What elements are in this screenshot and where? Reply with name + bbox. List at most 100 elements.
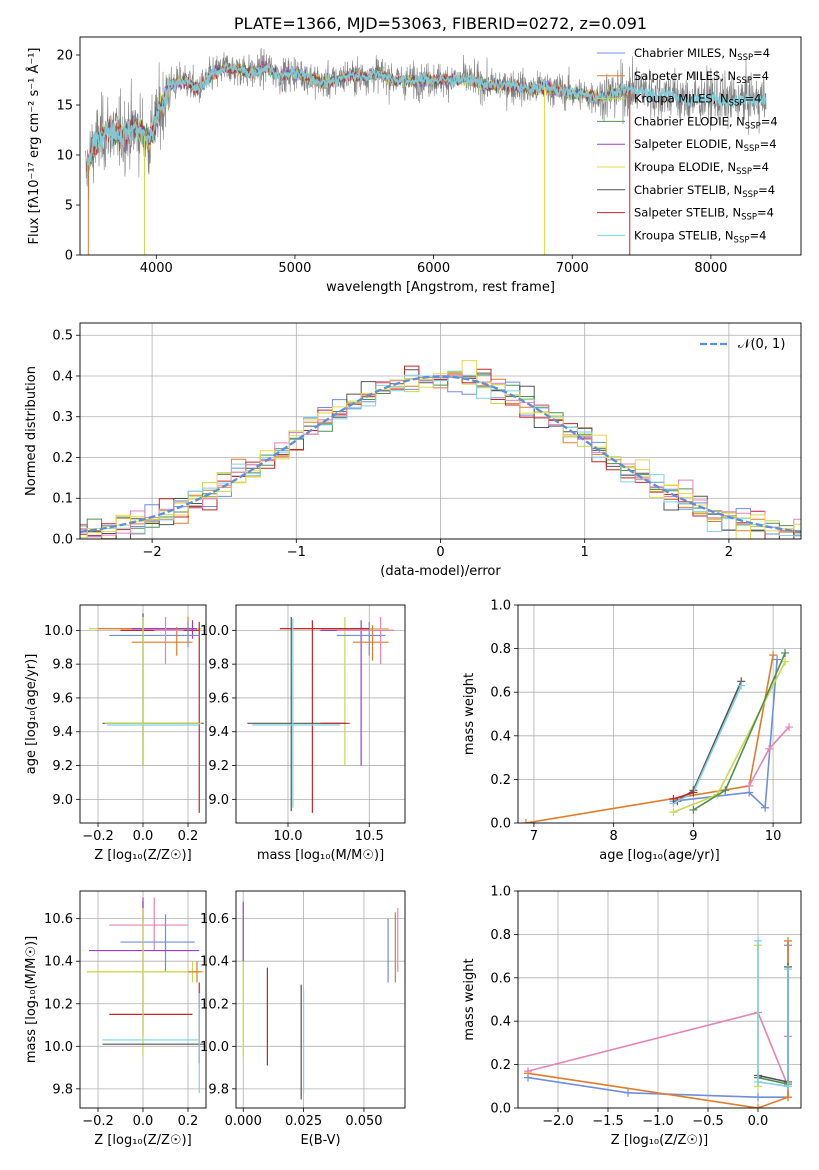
weight-point xyxy=(784,936,792,945)
x-tick-label: 0.025 xyxy=(285,1114,322,1129)
panel-age-z: −0.2 0.0 0.2 9.0 9.2 9.4 9.6 9.8 10.0 Z [log₁₀(Z/… xyxy=(24,604,207,863)
legend-entry: Chabrier STELIB, NSSP=4 xyxy=(634,183,775,200)
x-tick-label: −1 xyxy=(287,545,306,560)
weight-point xyxy=(784,1093,792,1102)
plot-area xyxy=(524,936,792,1108)
weight-point xyxy=(773,655,782,664)
y-tick-label: 9.8 xyxy=(52,658,73,673)
legend-entry: Salpeter MILES, NSSP=4 xyxy=(634,69,769,86)
plot-frame xyxy=(79,36,802,256)
histogram-1 xyxy=(80,374,801,539)
x-tick-label: 1 xyxy=(581,545,589,560)
panel-mass-ebv: 0.000 0.025 0.050 9.8 10.0 10.2 10.4 10.6 E(B-V) xyxy=(200,890,406,1148)
y-tick-label: 0.8 xyxy=(490,928,511,943)
weight-point xyxy=(785,723,794,732)
weight-point xyxy=(521,819,530,823)
x-tick-label: 0.000 xyxy=(225,1114,262,1129)
weight-point xyxy=(754,1077,762,1086)
y-tick-label: 5 xyxy=(65,199,73,214)
weight-series-5 xyxy=(676,680,742,802)
y-axis-label: mass [log₁₀(M/M☉)] xyxy=(24,936,39,1063)
plot-area xyxy=(85,47,767,255)
chart-title: PLATE=1366, MJD=53063, FIBERID=0272, z=0… xyxy=(234,14,647,33)
y-tick-label: 0.0 xyxy=(52,533,73,548)
x-tick-label: 0 xyxy=(436,545,444,560)
x-axis-label: age [log₁₀(age/yr)] xyxy=(599,848,720,863)
y-tick-label: 0.4 xyxy=(490,1015,511,1030)
weight-point xyxy=(784,965,792,974)
model-line-8 xyxy=(86,62,767,176)
weight-point xyxy=(745,781,754,790)
legend-entry: Salpeter ELODIE, NSSP=4 xyxy=(634,137,777,154)
histogram-7 xyxy=(80,374,801,538)
plot-frame xyxy=(79,604,207,824)
y-tick-label: 10.0 xyxy=(200,624,229,639)
y-tick-label: 10.2 xyxy=(44,997,73,1012)
weight-point xyxy=(524,1067,532,1076)
x-tick-label: 4000 xyxy=(140,261,173,276)
histogram-3 xyxy=(80,374,801,539)
histogram-5 xyxy=(80,365,801,539)
y-tick-label: 9.6 xyxy=(208,691,229,706)
x-tick-label: −2 xyxy=(143,545,162,560)
plot-area xyxy=(86,897,204,1094)
weight-point xyxy=(669,808,678,817)
x-tick-label: 0.050 xyxy=(345,1114,382,1129)
y-axis-label: age [log₁₀(age/yr)] xyxy=(24,654,39,775)
gridlines xyxy=(236,891,405,1108)
x-axis-label: wavelength [Angstrom, rest frame] xyxy=(326,280,555,295)
weight-point xyxy=(689,805,698,814)
y-tick-label: 10.2 xyxy=(200,997,229,1012)
weight-point xyxy=(784,1082,792,1091)
y-tick-label: 10.6 xyxy=(200,912,229,927)
weight-point xyxy=(781,648,790,657)
legend-entry: Kroupa STELIB, NSSP=4 xyxy=(634,228,766,245)
weight-point xyxy=(781,657,790,666)
x-tick-label: −2.0 xyxy=(542,1114,574,1129)
weight-point xyxy=(737,681,746,690)
y-tick-label: 9.4 xyxy=(208,725,229,740)
weight-series-1 xyxy=(525,654,774,823)
y-tick-label: 1.0 xyxy=(490,599,511,614)
x-tick-label: 0.0 xyxy=(133,829,154,844)
y-tick-label: 10.4 xyxy=(44,955,73,970)
x-tick-label: −0.5 xyxy=(692,1114,724,1129)
x-tick-label: 0.0 xyxy=(133,1114,154,1129)
y-axis-label: mass weight xyxy=(462,673,477,755)
y-tick-label: 0.8 xyxy=(490,642,511,657)
x-tick-label: 0.2 xyxy=(178,829,199,844)
x-tick-label: −1.5 xyxy=(592,1114,624,1129)
x-tick-label: 0.2 xyxy=(178,1114,199,1129)
weight-point xyxy=(754,936,762,945)
y-tick-label: 15 xyxy=(56,99,73,114)
x-tick-label: −1.0 xyxy=(642,1114,674,1129)
weight-point xyxy=(721,786,730,795)
plot-area xyxy=(521,648,794,823)
weight-point xyxy=(769,651,778,660)
y-tick-label: 10.0 xyxy=(44,624,73,639)
weight-point xyxy=(689,788,698,797)
y-tick-label: 9.6 xyxy=(52,691,73,706)
y-tick-label: 0.6 xyxy=(490,971,511,986)
x-axis-label: (data-model)/error xyxy=(380,564,501,579)
weight-point xyxy=(761,803,770,812)
weight-point xyxy=(624,1088,632,1097)
y-tick-label: 0.3 xyxy=(52,410,73,425)
gaussian-curve xyxy=(80,375,801,534)
x-axis-label: E(B-V) xyxy=(300,1133,340,1148)
panel-weight-age: 7 8 9 10 0.0 0.2 0.4 0.6 0.8 1.0 age [log₁₀(age/yr… xyxy=(462,599,802,863)
x-tick-label: 0.0 xyxy=(748,1114,769,1129)
x-tick-label: 7 xyxy=(530,829,538,844)
x-tick-label: 6000 xyxy=(417,261,450,276)
y-axis-label: mass weight xyxy=(462,958,477,1040)
y-tick-label: 0.5 xyxy=(52,329,73,344)
y-tick-label: 9.0 xyxy=(208,793,229,808)
y-tick-label: 9.8 xyxy=(208,658,229,673)
x-tick-label: 10.5 xyxy=(355,829,384,844)
y-tick-label: 0.4 xyxy=(490,729,511,744)
plot-frame xyxy=(79,322,802,540)
panel-weight-z: −2.0 −1.5 −1.0 −0.5 0.0 0.0 0.2 0.4 0.6 0.8 1.0 Z [… xyxy=(462,885,802,1148)
panel-residuals: −2 −1 0 1 2 0.0 0.1 0.2 0.3 0.4 0.5 (data-model)/er… xyxy=(24,322,802,579)
y-tick-label: 0.4 xyxy=(52,369,73,384)
